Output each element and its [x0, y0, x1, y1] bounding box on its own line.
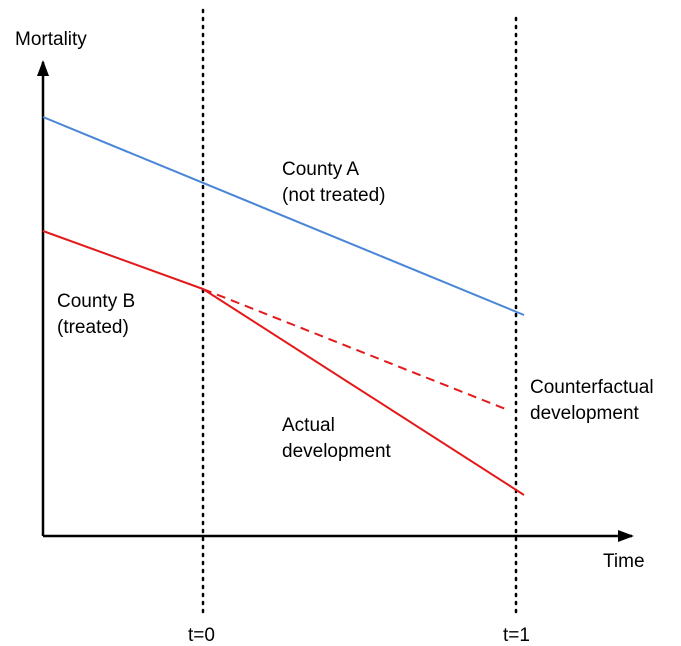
time-marker-label: t=0 [188, 625, 215, 646]
time-marker-label: t=1 [503, 625, 530, 646]
actual-line [202, 288, 525, 496]
y-axis-label: Mortality [15, 29, 87, 50]
annotation: (not treated) [282, 185, 386, 206]
counterfactual-line [202, 288, 509, 411]
annotation: (treated) [57, 317, 129, 338]
annotation: County A [282, 159, 359, 180]
annotation: development [530, 403, 640, 424]
county-a-line [42, 116, 525, 316]
annotation: development [282, 441, 392, 462]
annotation: County B [57, 291, 135, 312]
annotation: Counterfactual [530, 377, 654, 398]
county-b-pre-line [42, 230, 204, 290]
annotation: Actual [282, 415, 335, 436]
x-axis-label: Time [603, 551, 645, 572]
